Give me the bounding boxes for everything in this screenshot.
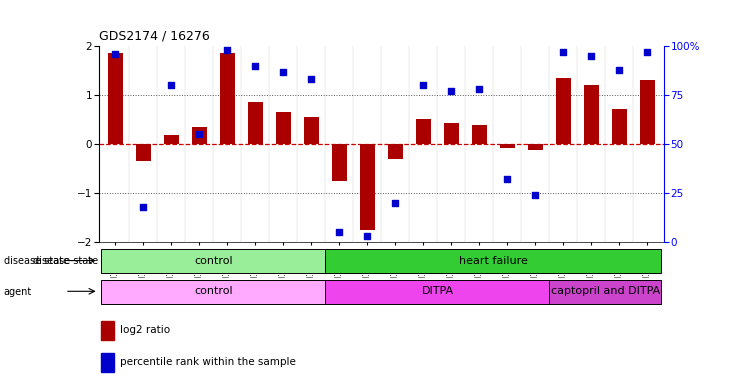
Bar [136, 144, 151, 161]
Bar [101, 280, 326, 304]
Bar [326, 280, 550, 304]
Text: captopril and DITPA: captopril and DITPA [551, 286, 660, 296]
Bar [444, 123, 459, 144]
Bar [550, 280, 661, 304]
Bar [101, 321, 114, 340]
Bar [101, 353, 114, 372]
Text: DITPA: DITPA [421, 286, 453, 296]
Text: log2 ratio: log2 ratio [120, 325, 170, 335]
Bar [192, 127, 207, 144]
Bar [164, 135, 179, 144]
Point [530, 192, 542, 198]
Text: GDS2174 / 16276: GDS2174 / 16276 [99, 29, 210, 42]
Point [110, 51, 121, 57]
Point [137, 204, 149, 210]
Bar [388, 144, 403, 159]
Point [558, 49, 569, 55]
Point [390, 200, 402, 206]
Point [642, 49, 653, 55]
Point [277, 68, 289, 74]
Text: percentile rank within the sample: percentile rank within the sample [120, 357, 296, 367]
Point [250, 63, 261, 69]
Bar [276, 112, 291, 144]
Bar [304, 117, 319, 144]
Point [614, 66, 626, 73]
Point [445, 88, 457, 94]
Point [193, 131, 205, 137]
Text: disease state: disease state [34, 256, 99, 266]
Bar [220, 53, 235, 144]
Bar [360, 144, 375, 230]
Text: agent: agent [4, 287, 32, 297]
Bar [331, 144, 347, 181]
Bar [247, 103, 263, 144]
Bar [101, 249, 326, 273]
Point [474, 86, 485, 92]
Point [221, 47, 233, 53]
Bar [639, 80, 656, 144]
Point [361, 233, 373, 239]
Bar [612, 109, 627, 144]
Point [418, 82, 429, 88]
Bar [528, 144, 543, 151]
Bar [584, 85, 599, 144]
Text: control: control [194, 286, 233, 296]
Bar [326, 249, 661, 273]
Bar [415, 119, 431, 144]
Text: control: control [194, 256, 233, 266]
Text: disease state: disease state [4, 256, 69, 266]
Text: heart failure: heart failure [459, 256, 528, 266]
Bar [472, 126, 487, 144]
Bar [107, 53, 123, 144]
Point [166, 82, 177, 88]
Point [334, 229, 345, 235]
Bar [500, 144, 515, 148]
Bar [556, 78, 571, 144]
Point [585, 53, 597, 59]
Point [502, 176, 513, 182]
Point [306, 76, 318, 83]
